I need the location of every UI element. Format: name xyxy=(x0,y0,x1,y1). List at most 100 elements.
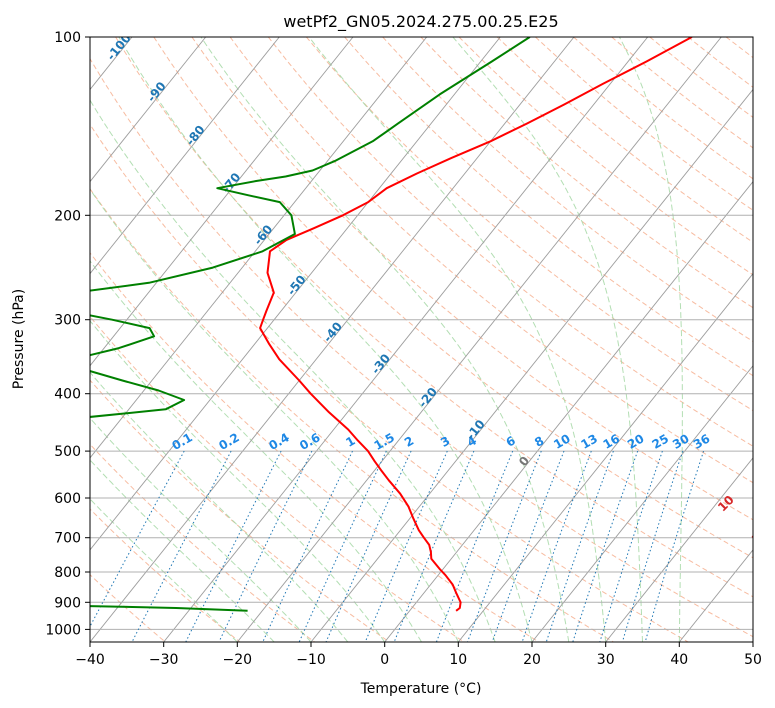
chart-title: wetPf2_GN05.2024.275.00.25.E25 xyxy=(283,12,558,32)
moist-adiabat xyxy=(118,37,533,642)
dry-adiabat xyxy=(535,37,753,211)
x-tick-label: 0 xyxy=(380,652,389,668)
isotherm-line xyxy=(90,37,501,551)
mixing-ratio-line xyxy=(393,450,475,642)
moist-adiabat xyxy=(90,188,459,642)
isotherm-line xyxy=(90,37,280,275)
dry-adiabat xyxy=(306,37,753,412)
isotherm-label: -90 xyxy=(144,79,169,105)
mixing-ratio-label: 0.4 xyxy=(266,430,291,453)
isotherm-line xyxy=(678,549,753,642)
mixing-ratio-line xyxy=(521,450,592,642)
dry-adiabat xyxy=(153,37,753,559)
mixing-ratio-line xyxy=(90,450,185,628)
x-tick-label: −40 xyxy=(75,652,105,668)
mixing-ratio-line xyxy=(491,450,565,642)
dry-adiabat xyxy=(90,315,466,642)
profile-series xyxy=(90,37,693,612)
y-tick-label: 900 xyxy=(54,595,81,611)
isotherm-line xyxy=(236,37,722,642)
mixing-ratio-line xyxy=(599,450,663,642)
moist-adiabat xyxy=(308,37,607,642)
isotherm-label: -50 xyxy=(284,272,309,298)
isotherm-label: -80 xyxy=(183,123,208,149)
dry-adiabat xyxy=(420,37,753,309)
x-axis-label: Temperature (°C) xyxy=(360,681,482,697)
isotherm-label: -60 xyxy=(251,222,276,248)
x-tick-label: 30 xyxy=(597,652,615,668)
x-tick-label: −10 xyxy=(296,652,326,668)
x-tick-label: 20 xyxy=(523,652,541,668)
dry-adiabat xyxy=(458,37,753,276)
moist-adiabat xyxy=(90,99,496,642)
y-tick-label: 400 xyxy=(54,387,81,403)
y-tick-label: 300 xyxy=(54,313,81,329)
mixing-ratio-label: 25 xyxy=(650,431,671,451)
dewpoint-line xyxy=(90,37,531,612)
mixing-ratio-line xyxy=(644,450,705,642)
y-tick-label: 700 xyxy=(54,531,81,547)
mixing-ratio-label: 16 xyxy=(601,431,622,451)
mixing-ratio-label: 13 xyxy=(579,431,600,451)
dry-adiabat xyxy=(764,37,775,644)
isotherm-line xyxy=(90,37,428,459)
x-tick-label: 50 xyxy=(744,652,762,668)
mixing-ratio-label: 0.6 xyxy=(297,430,322,453)
axes: −40 −30 −20 −10 0 10 20 30 40 5010020030040050060… xyxy=(45,30,762,668)
dry-adiabat xyxy=(267,37,753,447)
y-tick-label: 200 xyxy=(54,208,81,224)
mixing-ratio-line xyxy=(218,450,313,642)
isotherm-line xyxy=(90,37,207,183)
dry-adiabat xyxy=(191,37,753,521)
dry-adiabat xyxy=(115,37,753,598)
theta-label: 10 xyxy=(715,493,737,515)
dry-adiabat xyxy=(90,252,540,642)
y-tick-label: 1000 xyxy=(45,622,81,638)
mixing-ratio-label: 20 xyxy=(625,431,646,451)
dry-adiabat xyxy=(687,37,753,88)
isotherm-line xyxy=(752,641,753,642)
dry-adiabat xyxy=(90,123,690,642)
moist-adiabat xyxy=(90,260,422,642)
mixing-ratio-label: 1.5 xyxy=(372,430,397,453)
mixing-ratio-line xyxy=(262,450,353,642)
isotherm-line xyxy=(384,180,753,642)
y-tick-label: 600 xyxy=(54,491,81,507)
x-tick-label: 10 xyxy=(449,652,467,668)
theta-label: 20 xyxy=(749,524,771,546)
isotherm-line xyxy=(90,37,575,642)
plot-frame xyxy=(89,36,754,643)
moist-adiabat xyxy=(452,37,643,642)
moist-adiabat xyxy=(90,417,312,642)
isotherm-line xyxy=(457,272,753,642)
mixing-ratio-label: 36 xyxy=(691,431,712,451)
mixing-ratio-label: 2 xyxy=(402,433,416,449)
mixing-ratio-line xyxy=(466,450,542,642)
isotherm-line xyxy=(531,365,753,642)
y-tick-label: 500 xyxy=(54,444,81,460)
mixing-ratio-label: 8 xyxy=(532,433,546,449)
mixing-ratio-line xyxy=(131,450,232,642)
dry-adiabat xyxy=(649,37,753,118)
temperature-line xyxy=(259,37,693,612)
y-tick-label: 100 xyxy=(54,30,81,46)
isotherm-line xyxy=(0,37,58,642)
isotherm-line xyxy=(310,88,753,642)
mixing-ratio-label: 6 xyxy=(504,433,518,449)
moist-adiabat xyxy=(90,459,275,642)
mixing-ratio-label: 30 xyxy=(670,431,691,451)
dry-adiabat xyxy=(382,37,753,343)
isotherm-line xyxy=(605,457,753,642)
mixing-ratio-line xyxy=(621,450,684,642)
isotherm-label: 0 xyxy=(516,454,532,469)
x-tick-label: −30 xyxy=(149,652,179,668)
mixing-ratio-label: 10 xyxy=(551,431,572,451)
dry-adiabat xyxy=(229,37,753,484)
x-tick-label: −20 xyxy=(223,652,253,668)
background-lines xyxy=(0,37,775,644)
dry-adiabat xyxy=(90,443,316,642)
mixing-ratio-line xyxy=(364,450,448,642)
isotherm-line xyxy=(163,37,649,642)
isotherm-label: -20 xyxy=(416,385,441,411)
